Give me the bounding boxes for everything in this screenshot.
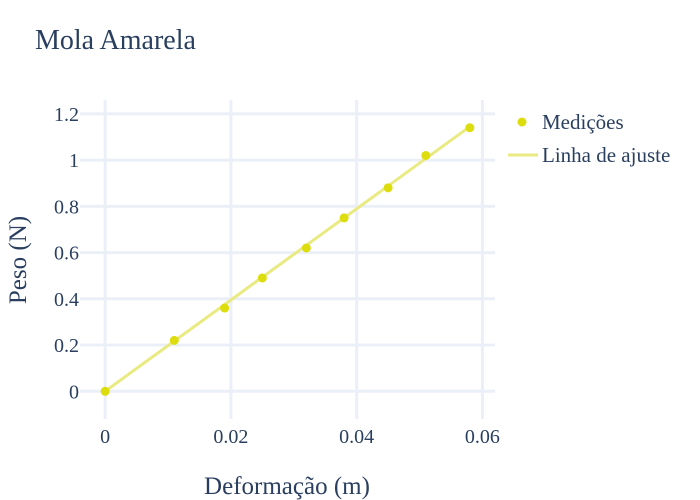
y-tick-label: 0 [69,381,79,403]
y-tick-label: 0.2 [54,335,79,357]
x-tick-label: 0.04 [339,426,374,448]
x-tick-label: 0.06 [465,426,500,448]
x-tick-label: 0.02 [213,426,248,448]
x-tick-label: 0 [100,426,110,448]
y-tick-label: 0.8 [54,196,79,218]
x-axis-label: Deformação (m) [204,473,370,500]
data-point [465,123,475,133]
chart-title: Mola Amarela [35,25,197,56]
legend-marker-medicoes [517,117,527,127]
data-point [383,183,393,193]
legend-label-medicoes: Medições [542,110,624,134]
y-tick-label: 1.2 [54,104,79,126]
y-axis-label: Peso (N) [5,216,32,304]
y-tick-label: 0.4 [54,289,79,311]
fit-line [104,125,471,393]
data-point [339,213,349,223]
tick-labels: 0 0.02 0.04 0.06 0 0.2 0.4 0.6 0.8 1 1.2 [54,104,500,448]
legend-label-linha-de-ajuste: Linha de ajuste [542,143,670,167]
y-tick-label: 1 [69,150,79,172]
data-point [301,243,311,253]
data-point [257,273,267,283]
legend: Medições Linha de ajuste [508,110,670,167]
data-points [100,123,475,396]
fit-line-layer [104,125,471,393]
data-point [220,303,230,313]
data-point [169,335,179,345]
data-point [100,386,110,396]
data-point [421,150,431,160]
y-tick-label: 0.6 [54,243,79,265]
